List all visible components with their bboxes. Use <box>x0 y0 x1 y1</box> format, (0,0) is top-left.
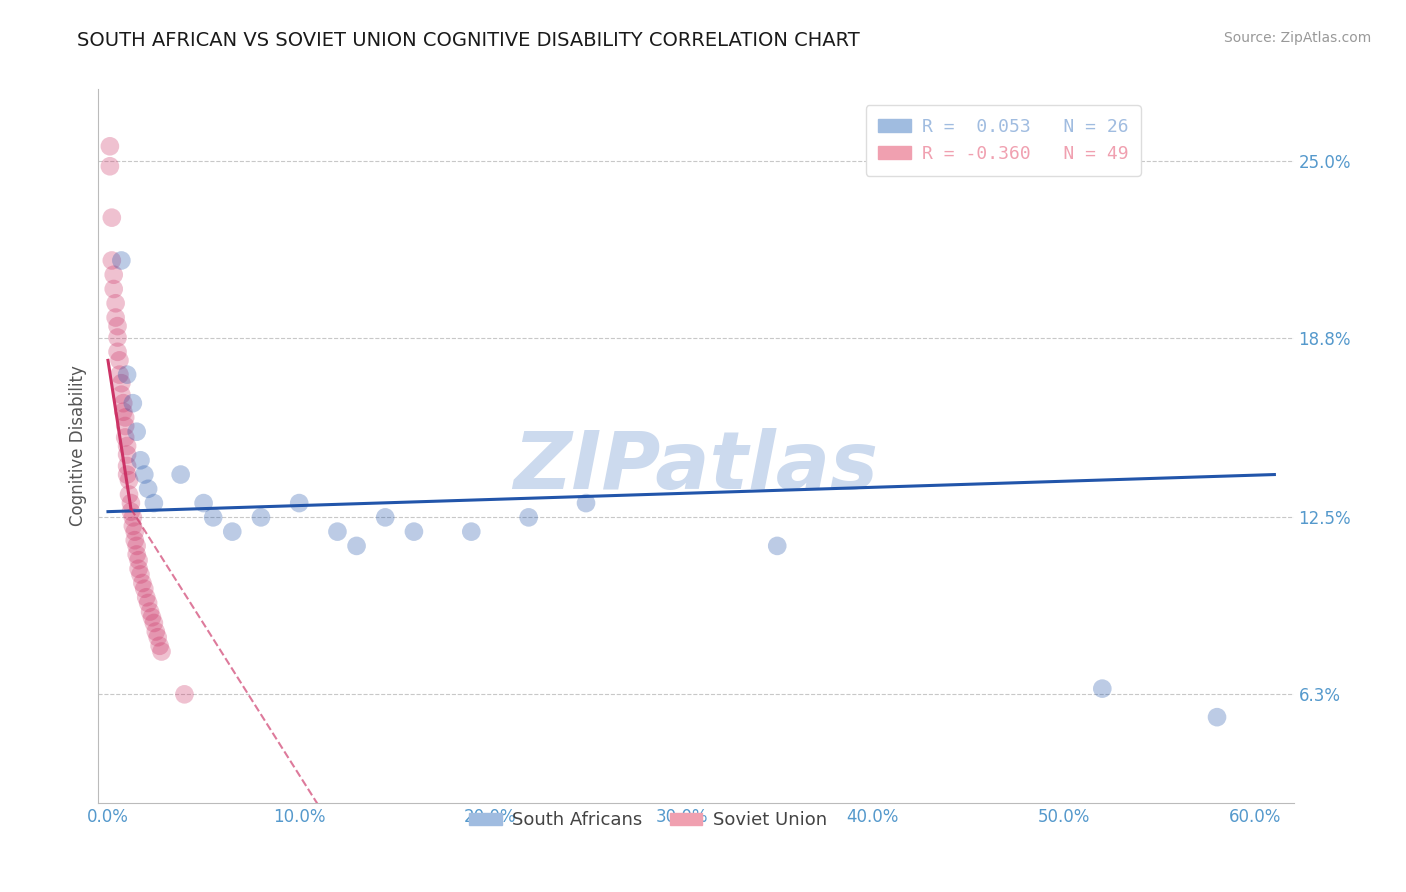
Point <box>110 253 132 268</box>
Point <box>139 605 162 619</box>
Point <box>103 282 125 296</box>
Point <box>98 139 121 153</box>
Point <box>149 639 172 653</box>
Point <box>118 487 141 501</box>
Point <box>120 496 142 510</box>
Point <box>142 496 165 510</box>
Point <box>98 159 121 173</box>
Point <box>150 644 173 658</box>
Point <box>103 268 125 282</box>
Point <box>121 510 143 524</box>
Point <box>346 539 368 553</box>
Point <box>110 387 132 401</box>
Point <box>134 467 156 482</box>
Point <box>202 510 225 524</box>
Point <box>104 310 127 325</box>
Point <box>107 344 129 359</box>
Point <box>121 519 143 533</box>
Point <box>118 473 141 487</box>
Point <box>131 576 153 591</box>
Point <box>128 562 150 576</box>
Point <box>517 510 540 524</box>
Point <box>169 467 191 482</box>
Point <box>250 510 273 524</box>
Point <box>1091 681 1114 696</box>
Point <box>135 591 157 605</box>
Point <box>112 405 135 419</box>
Point <box>115 439 138 453</box>
Point <box>193 496 215 510</box>
Point <box>115 458 138 473</box>
Point <box>115 448 138 462</box>
Point <box>288 496 311 510</box>
Point <box>129 453 152 467</box>
Point <box>460 524 482 539</box>
Point <box>108 353 131 368</box>
Point <box>142 615 165 630</box>
Point <box>575 496 598 510</box>
Point <box>108 368 131 382</box>
Point <box>125 539 148 553</box>
Point <box>101 211 124 225</box>
Point <box>124 524 146 539</box>
Point <box>766 539 789 553</box>
Point <box>114 430 136 444</box>
Point <box>136 482 159 496</box>
Point <box>146 630 169 644</box>
Point <box>326 524 349 539</box>
Point <box>107 330 129 344</box>
Point <box>121 396 143 410</box>
Point <box>145 624 167 639</box>
Text: ZIPatlas: ZIPatlas <box>513 428 879 507</box>
Point <box>136 596 159 610</box>
Point <box>1206 710 1229 724</box>
Point <box>124 533 146 548</box>
Point <box>101 253 124 268</box>
Point <box>128 553 150 567</box>
Point <box>112 396 135 410</box>
Point <box>173 687 195 701</box>
Point <box>115 467 138 482</box>
Point <box>402 524 425 539</box>
Point <box>125 425 148 439</box>
Point <box>374 510 396 524</box>
Point <box>141 610 163 624</box>
Legend: South Africans, Soviet Union: South Africans, Soviet Union <box>463 805 834 837</box>
Point <box>104 296 127 310</box>
Point <box>115 368 138 382</box>
Point <box>125 548 148 562</box>
Y-axis label: Cognitive Disability: Cognitive Disability <box>69 366 87 526</box>
Point <box>110 376 132 391</box>
Point <box>114 410 136 425</box>
Point <box>107 319 129 334</box>
Point <box>120 505 142 519</box>
Point <box>129 567 152 582</box>
Text: Source: ZipAtlas.com: Source: ZipAtlas.com <box>1223 31 1371 45</box>
Point <box>134 582 156 596</box>
Text: SOUTH AFRICAN VS SOVIET UNION COGNITIVE DISABILITY CORRELATION CHART: SOUTH AFRICAN VS SOVIET UNION COGNITIVE … <box>77 31 860 50</box>
Point <box>221 524 243 539</box>
Point <box>114 419 136 434</box>
